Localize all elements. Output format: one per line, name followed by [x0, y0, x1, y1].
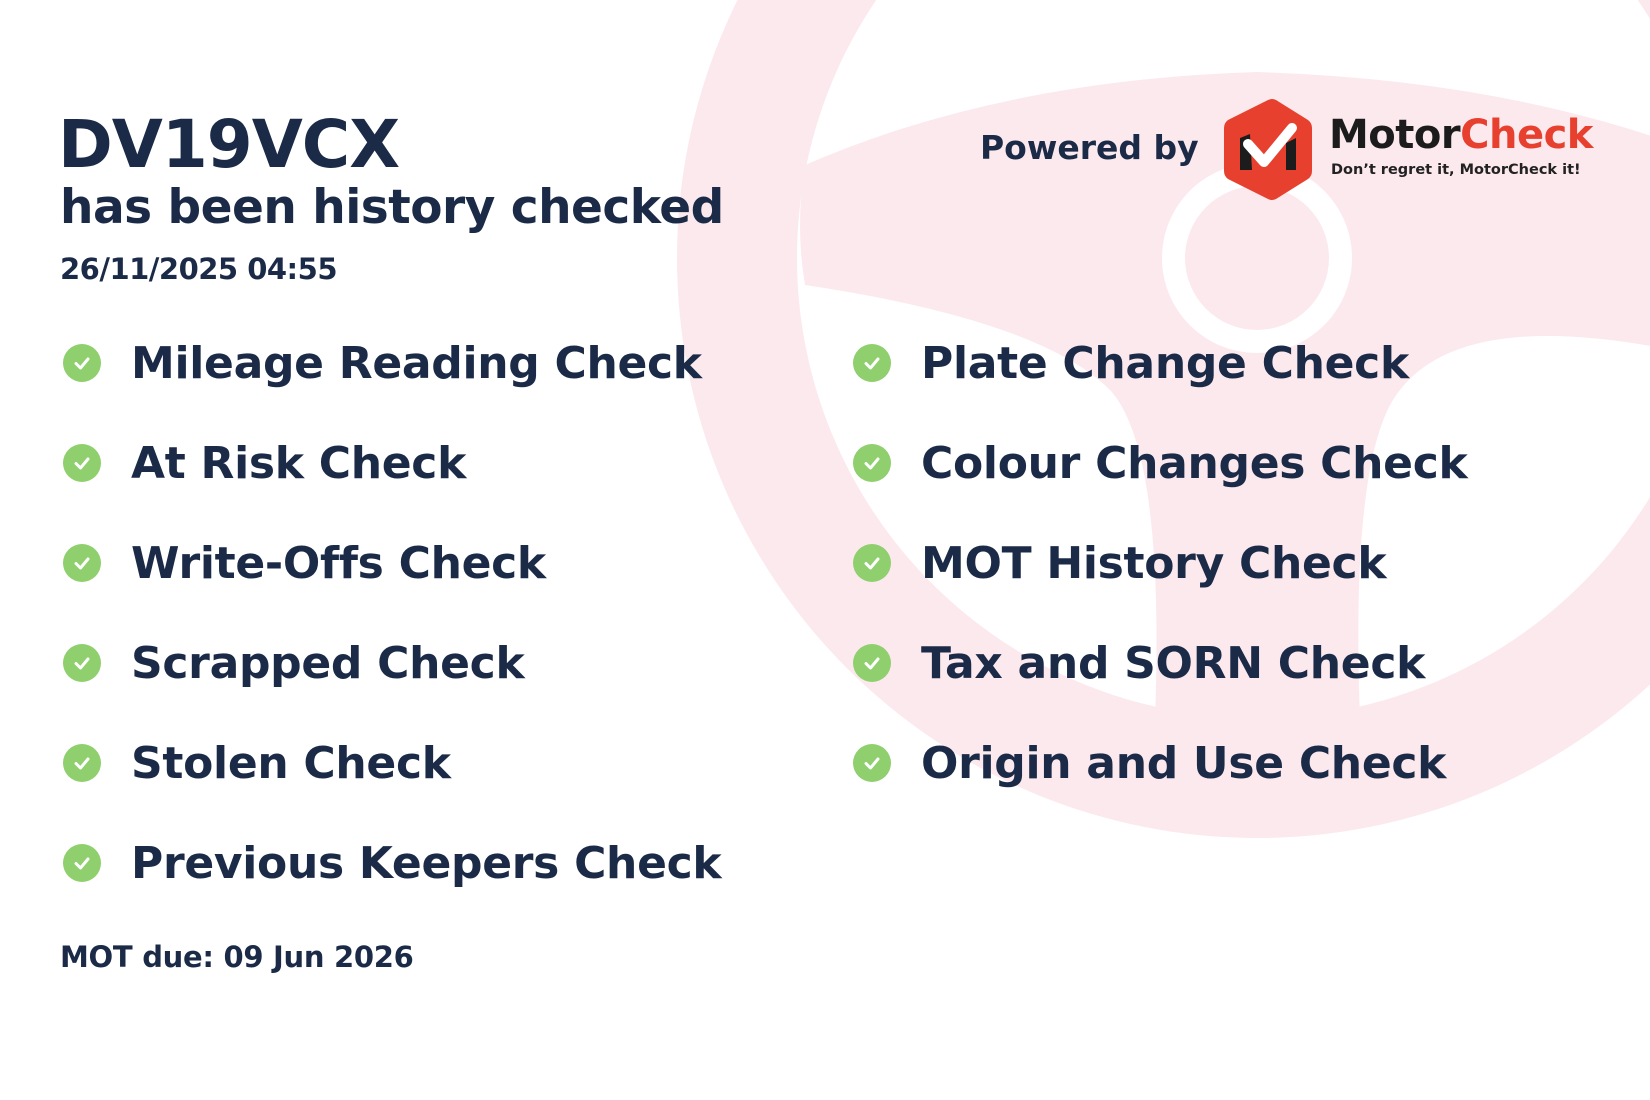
check-label: Origin and Use Check	[921, 737, 1447, 789]
brand-motor: Motor	[1329, 112, 1461, 158]
vehicle-registration: DV19VCX	[58, 106, 400, 183]
check-item: Colour Changes Check	[853, 433, 1468, 493]
check-label: Mileage Reading Check	[131, 337, 702, 389]
check-datetime: 26/11/2025 04:55	[60, 252, 338, 286]
check-label: Stolen Check	[131, 737, 451, 789]
check-label: Colour Changes Check	[921, 437, 1468, 489]
check-circle-icon	[853, 344, 891, 382]
check-label: Previous Keepers Check	[131, 837, 722, 889]
check-label: Plate Change Check	[921, 337, 1409, 389]
check-circle-icon	[63, 844, 101, 882]
check-circle-icon	[853, 444, 891, 482]
check-label: MOT History Check	[921, 537, 1387, 589]
check-label: Write-Offs Check	[131, 537, 546, 589]
check-item: Write-Offs Check	[63, 533, 546, 593]
check-item: Plate Change Check	[853, 333, 1409, 393]
check-circle-icon	[853, 544, 891, 582]
motorcheck-logo-icon	[1224, 99, 1312, 200]
check-item: At Risk Check	[63, 433, 466, 493]
check-circle-icon	[63, 744, 101, 782]
report-subtitle: has been history checked	[60, 180, 724, 235]
check-item: MOT History Check	[853, 533, 1387, 593]
check-circle-icon	[63, 544, 101, 582]
check-label: At Risk Check	[131, 437, 467, 489]
check-circle-icon	[853, 744, 891, 782]
check-label: Tax and SORN Check	[921, 637, 1426, 689]
check-item: Origin and Use Check	[853, 733, 1446, 793]
check-item: Stolen Check	[63, 733, 451, 793]
mot-due-date: MOT due: 09 Jun 2026	[60, 940, 414, 974]
motorcheck-brand: MotorCheck	[1329, 112, 1593, 158]
check-circle-icon	[63, 444, 101, 482]
check-circle-icon	[63, 644, 101, 682]
powered-by-label: Powered by	[980, 128, 1199, 167]
check-circle-icon	[853, 644, 891, 682]
brand-tagline: Don’t regret it, MotorCheck it!	[1331, 162, 1581, 178]
check-item: Tax and SORN Check	[853, 633, 1425, 693]
check-label: Scrapped Check	[131, 637, 525, 689]
check-circle-icon	[63, 344, 101, 382]
check-item: Scrapped Check	[63, 633, 525, 693]
check-item: Previous Keepers Check	[63, 833, 722, 893]
brand-check: Check	[1460, 112, 1593, 158]
check-item: Mileage Reading Check	[63, 333, 702, 393]
